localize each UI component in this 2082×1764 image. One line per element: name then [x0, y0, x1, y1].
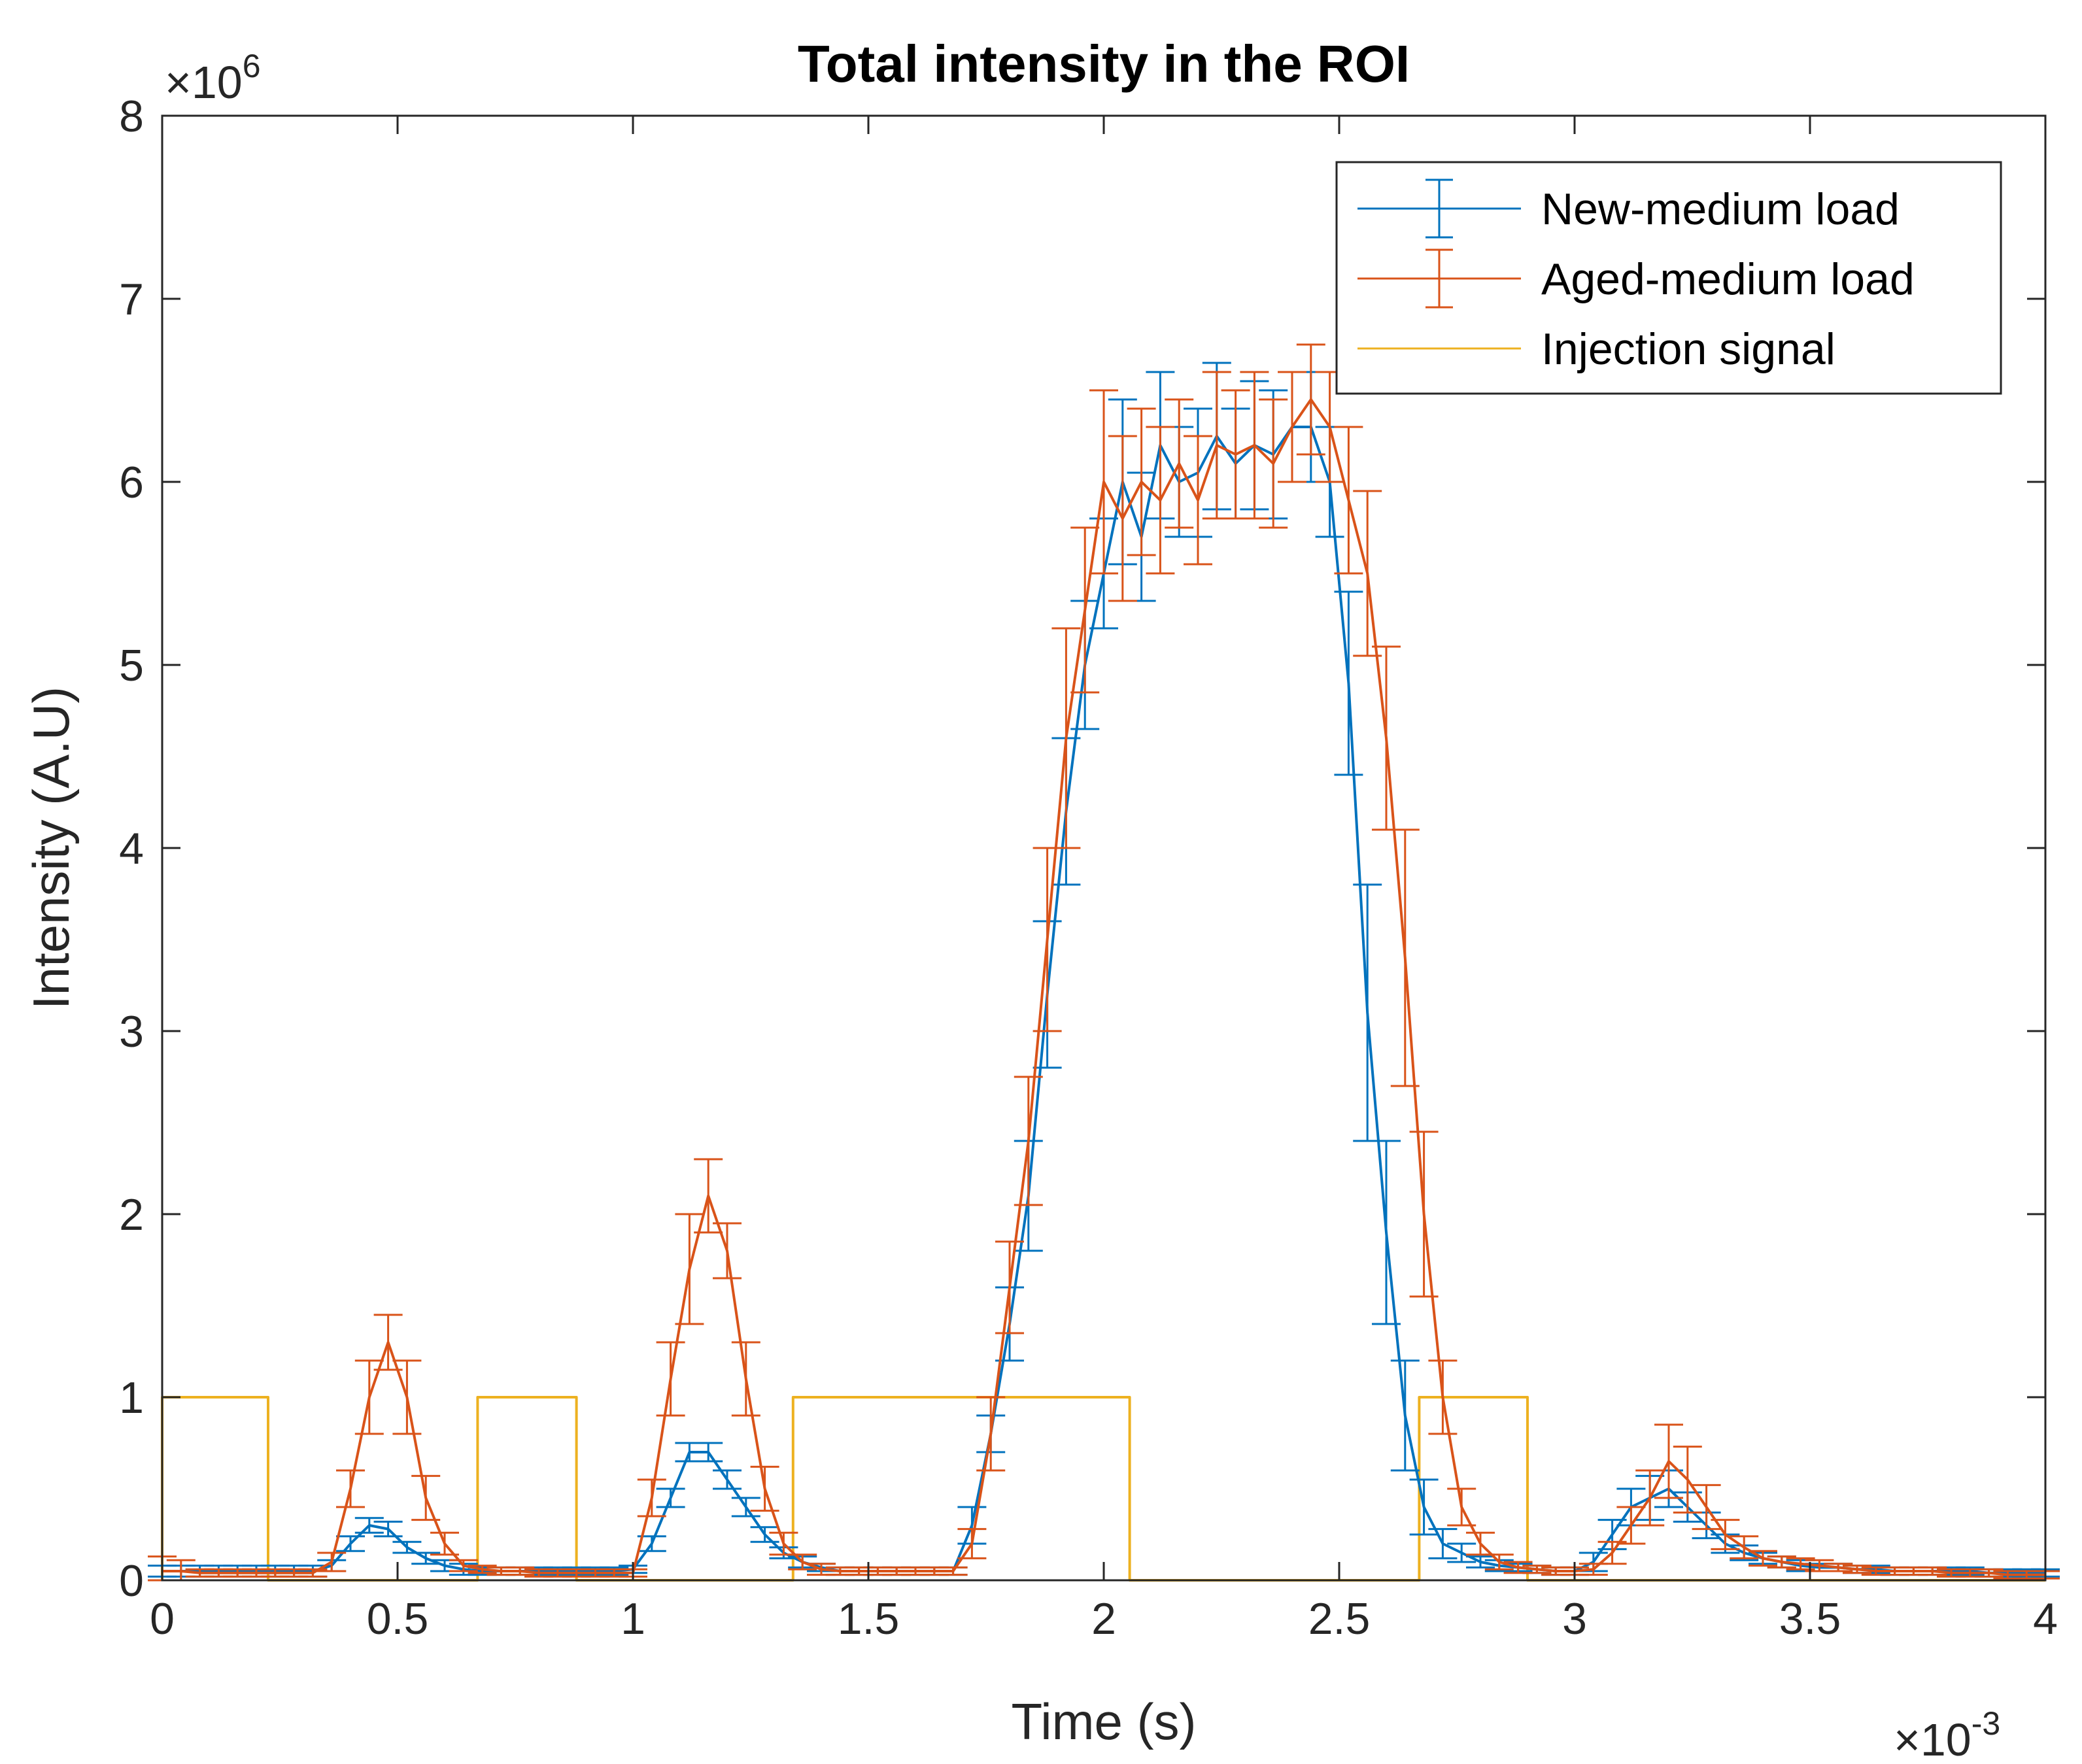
y-tick-label: 4	[119, 824, 144, 874]
x-axis-label: Time (s)	[1011, 1693, 1196, 1750]
y-ticks: 0 1 2 3 4 5 6 7 8	[119, 92, 2045, 1606]
y-tick-label: 7	[119, 275, 144, 324]
y-tick-label: 2	[119, 1190, 144, 1240]
x-multiplier-base: ×10	[1894, 1714, 1971, 1764]
y-tick-label: 8	[119, 92, 144, 141]
y-multiplier: ×106	[165, 48, 261, 108]
x-tick-label: 1.5	[838, 1594, 900, 1644]
x-tick-label: 4	[2033, 1594, 2058, 1644]
legend-label-injection: Injection signal	[1541, 324, 1835, 374]
x-tick-label: 1	[621, 1594, 645, 1644]
y-multiplier-exponent: 6	[243, 48, 261, 84]
x-tick-label: 3.5	[1779, 1594, 1841, 1644]
y-tick-label: 0	[119, 1556, 144, 1606]
chart-title: Total intensity in the ROI	[798, 35, 1410, 93]
series-layer	[148, 343, 2060, 1582]
x-tick-label: 2.5	[1308, 1594, 1371, 1644]
y-axis-label: Intensity (A.U)	[22, 687, 80, 1009]
x-multiplier: ×10-3	[1894, 1705, 2000, 1764]
x-ticks: 0 0.5 1 1.5 2 2.5 3 3.5 4	[150, 116, 2058, 1644]
y-tick-label: 1	[119, 1373, 144, 1423]
series-aged-medium-load	[148, 343, 2060, 1582]
legend: New-medium load Aged-medium load Injecti…	[1335, 161, 2002, 395]
legend-label-aged-medium: Aged-medium load	[1541, 254, 1915, 304]
y-multiplier-base: ×10	[165, 57, 243, 108]
x-multiplier-exponent: -3	[1971, 1705, 2000, 1742]
y-tick-label: 5	[119, 641, 144, 690]
x-tick-label: 2	[1091, 1594, 1116, 1644]
x-tick-label: 0.5	[367, 1594, 429, 1644]
y-tick-label: 3	[119, 1007, 144, 1057]
x-tick-label: 0	[150, 1594, 175, 1644]
y-tick-label: 6	[119, 458, 144, 507]
x-tick-label: 3	[1562, 1594, 1587, 1644]
legend-label-new-medium: New-medium load	[1541, 184, 1900, 234]
